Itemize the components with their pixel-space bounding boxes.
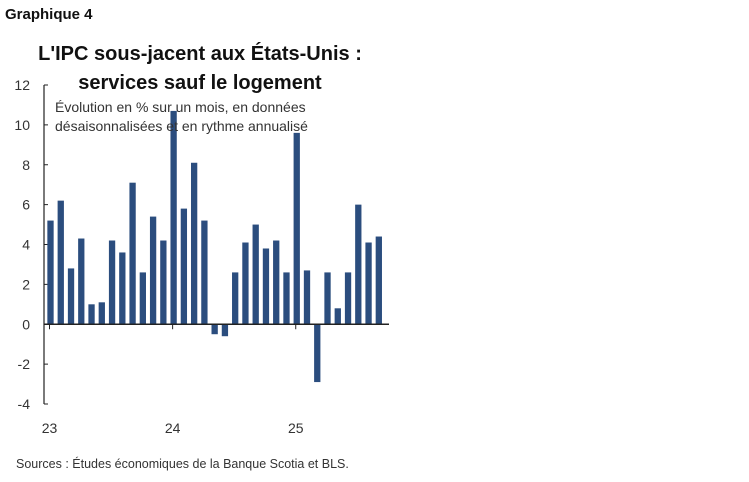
bar: [119, 252, 126, 325]
bar: [365, 242, 372, 325]
y-tick-label: 8: [22, 157, 30, 173]
bar: [303, 270, 311, 325]
y-tick-label: 12: [14, 77, 30, 93]
bar: [98, 302, 105, 325]
bar: [47, 220, 54, 325]
chart-title: L'IPC sous-jacent aux États-Unis : servi…: [30, 40, 370, 98]
bar: [324, 272, 331, 325]
chart-subtitle-line-2: désaisonnalisées et en rythme annualisé: [55, 118, 308, 134]
bar: [314, 324, 321, 383]
bar: [129, 182, 136, 325]
chart-title-line-1: L'IPC sous-jacent aux États-Unis :: [38, 43, 362, 65]
bar: [293, 132, 300, 325]
y-tick-label: -2: [18, 356, 31, 372]
y-tick-label: 0: [22, 316, 30, 332]
bar: [88, 304, 95, 325]
y-tick-label: 10: [14, 117, 30, 133]
bars: [47, 110, 382, 383]
bar: [283, 272, 290, 325]
bar: [201, 220, 208, 325]
bar: [108, 240, 116, 325]
bar: [221, 324, 229, 337]
bar: [355, 204, 362, 325]
x-tick-label: 24: [165, 420, 181, 436]
bar: [78, 238, 85, 325]
bar: [334, 308, 341, 325]
bar: [180, 208, 188, 325]
bar: [344, 272, 352, 325]
bar: [252, 224, 259, 325]
x-tick-label: 23: [42, 420, 58, 436]
bar: [242, 242, 249, 325]
y-tick-label: 4: [22, 237, 30, 253]
bar: [190, 162, 198, 325]
chart-subtitle: Évolution en % sur un mois, en données d…: [55, 98, 345, 136]
y-tick-label: 2: [22, 276, 30, 292]
bar: [375, 236, 382, 325]
bar: [273, 240, 280, 325]
chart-subtitle-line-1: Évolution en % sur un mois, en données: [55, 99, 306, 115]
y-tick-label: -4: [18, 396, 31, 412]
bar: [67, 268, 75, 325]
x-axis: 23 24 25: [42, 324, 304, 436]
bar: [232, 272, 239, 325]
x-tick-label: 25: [288, 420, 304, 436]
y-axis: 12 10 8 6 4 2 0 -2 -4: [14, 77, 48, 412]
graph-label: Graphique 4: [5, 6, 93, 23]
bar: [139, 272, 146, 325]
y-tick-label: 6: [22, 197, 30, 213]
axes: [43, 85, 389, 404]
bar: [149, 216, 157, 325]
chart-title-line-2: services sauf le logement: [78, 72, 322, 94]
bar: [211, 324, 218, 335]
bar: [57, 200, 64, 325]
bar: [170, 110, 177, 325]
source-note: Sources : Études économiques de la Banqu…: [16, 457, 349, 471]
bar: [160, 240, 167, 325]
bar: [262, 248, 270, 325]
